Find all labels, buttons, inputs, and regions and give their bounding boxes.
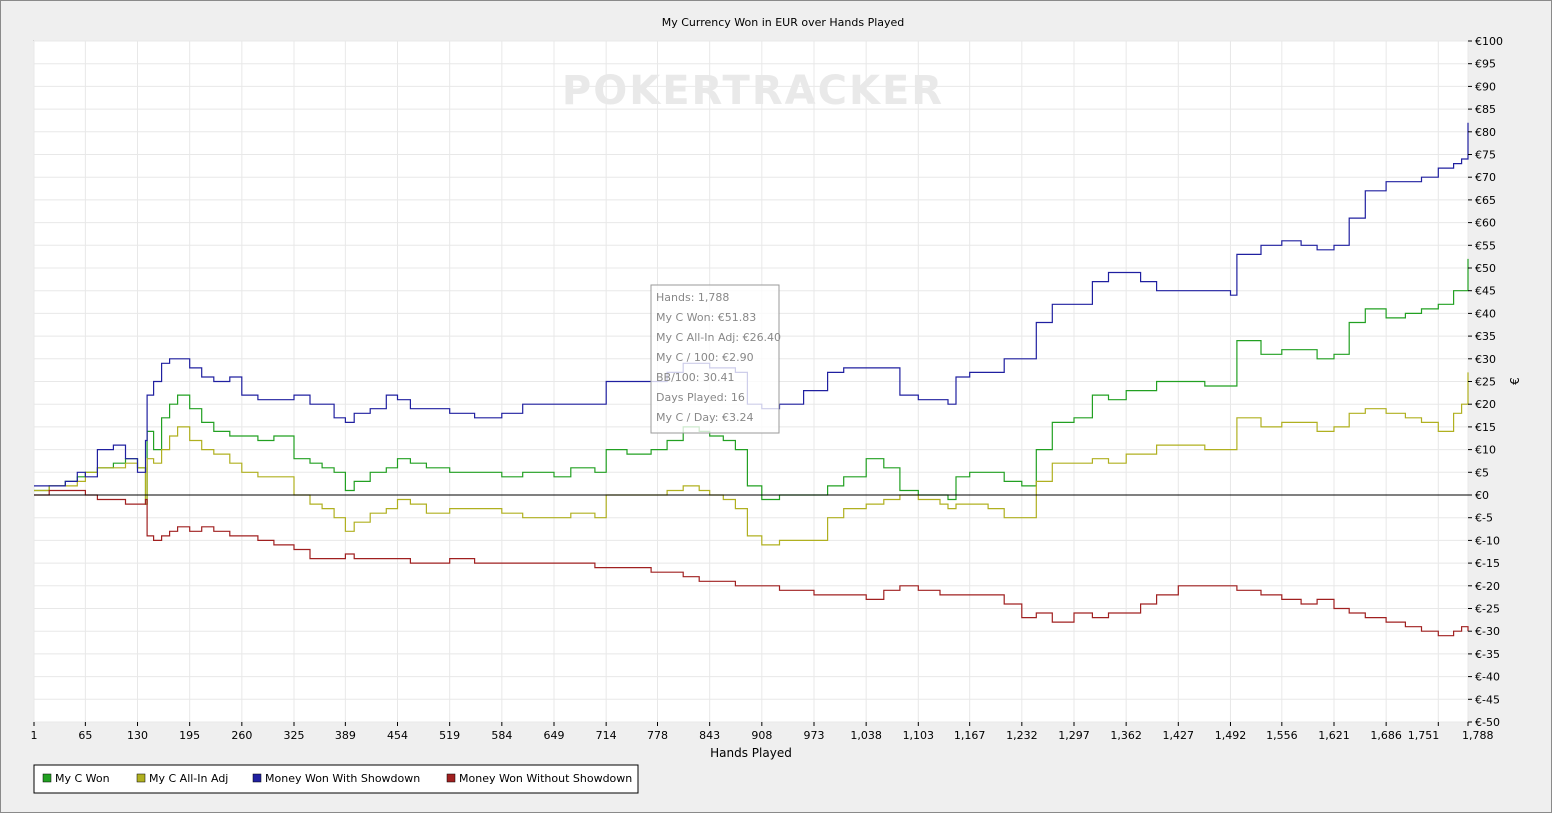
x-tick-label: 714 (596, 729, 617, 742)
x-tick-label: 1,492 (1215, 729, 1247, 742)
y-tick-label: €65 (1475, 194, 1496, 207)
x-tick-label: 843 (699, 729, 720, 742)
x-tick-label: 1,103 (903, 729, 935, 742)
legend-label[interactable]: Money Won With Showdown (265, 772, 420, 785)
y-tick-label: €100 (1475, 35, 1503, 48)
y-tick-label: €70 (1475, 171, 1496, 184)
x-tick-label: 1,232 (1006, 729, 1038, 742)
y-tick-label: €-15 (1475, 557, 1500, 570)
y-tick-label: €-35 (1475, 648, 1500, 661)
y-tick-label: €0 (1475, 489, 1489, 502)
x-tick-label: 519 (439, 729, 460, 742)
y-tick-label: €-40 (1475, 671, 1500, 684)
y-tick-label: €40 (1475, 307, 1496, 320)
x-tick-label: 1,686 (1370, 729, 1402, 742)
y-tick-label: €50 (1475, 262, 1496, 275)
y-tick-label: €25 (1475, 376, 1496, 389)
x-tick-label: 1 (31, 729, 38, 742)
y-tick-label: €-45 (1475, 693, 1500, 706)
y-tick-label: €10 (1475, 444, 1496, 457)
y-tick-label: €-5 (1475, 512, 1493, 525)
x-tick-label: 1,297 (1058, 729, 1090, 742)
legend-swatch (43, 774, 51, 782)
x-tick-label: 1,788 (1462, 729, 1494, 742)
y-tick-label: €15 (1475, 421, 1496, 434)
tooltip-line: My C All-In Adj: €26.40 (656, 331, 781, 344)
x-tick-label: 1,362 (1110, 729, 1142, 742)
x-axis-title: Hands Played (710, 746, 792, 760)
y-tick-label: €95 (1475, 58, 1496, 71)
y-tick-label: €-25 (1475, 603, 1500, 616)
y-tick-label: €55 (1475, 239, 1496, 252)
legend-swatch (447, 774, 455, 782)
legend[interactable]: My C Won My C All-In Adj Money Won With … (34, 765, 638, 793)
tooltip-line: Days Played: 16 (656, 391, 745, 404)
tooltip-line: BB/100: 30.41 (656, 371, 735, 384)
tooltip-line: My C Won: €51.83 (656, 311, 756, 324)
y-axis-title: € (1508, 377, 1522, 385)
x-tick-label: 778 (647, 729, 668, 742)
x-tick-label: 584 (491, 729, 512, 742)
x-tick-label: 1,621 (1318, 729, 1350, 742)
x-tick-label: 908 (751, 729, 772, 742)
x-tick-label: 1,038 (850, 729, 882, 742)
x-tick-label: 389 (335, 729, 356, 742)
x-tick-label: 195 (179, 729, 200, 742)
y-tick-label: €60 (1475, 217, 1496, 230)
y-tick-label: €75 (1475, 149, 1496, 162)
x-tick-label: 325 (283, 729, 304, 742)
tooltip-line: My C / 100: €2.90 (656, 351, 754, 364)
tooltip-line: My C / Day: €3.24 (656, 411, 754, 424)
x-tick-label: 1,751 (1408, 729, 1440, 742)
y-tick-label: €85 (1475, 103, 1496, 116)
y-tick-label: €-20 (1475, 580, 1500, 593)
x-tick-label: 1,167 (954, 729, 986, 742)
y-tick-label: €45 (1475, 285, 1496, 298)
tooltip-line: Hands: 1,788 (656, 291, 729, 304)
legend-label[interactable]: My C All-In Adj (149, 772, 228, 785)
watermark-logo: POKERTRACKER (562, 68, 944, 114)
x-tick-label: 1,427 (1163, 729, 1195, 742)
y-tick-label: €-10 (1475, 534, 1500, 547)
y-tick-label: €30 (1475, 353, 1496, 366)
legend-swatch (253, 774, 261, 782)
y-tick-label: €20 (1475, 398, 1496, 411)
hover-tooltip: Hands: 1,788 My C Won: €51.83 My C All-I… (651, 285, 781, 433)
x-tick-label: 1,556 (1266, 729, 1298, 742)
x-tick-label: 454 (387, 729, 408, 742)
legend-swatch (137, 774, 145, 782)
y-tick-label: €-30 (1475, 625, 1500, 638)
y-tick-label: €5 (1475, 466, 1489, 479)
y-tick-label: €-50 (1475, 716, 1500, 729)
x-tick-label: 260 (231, 729, 252, 742)
y-tick-label: €35 (1475, 330, 1496, 343)
x-tick-label: 65 (78, 729, 92, 742)
legend-label[interactable]: Money Won Without Showdown (459, 772, 632, 785)
y-tick-label: €90 (1475, 80, 1496, 93)
x-tick-label: 649 (543, 729, 564, 742)
y-tick-label: €80 (1475, 126, 1496, 139)
x-tick-label: 973 (803, 729, 824, 742)
x-tick-label: 130 (127, 729, 148, 742)
chart-title: My Currency Won in EUR over Hands Played (662, 16, 905, 29)
legend-label[interactable]: My C Won (55, 772, 110, 785)
